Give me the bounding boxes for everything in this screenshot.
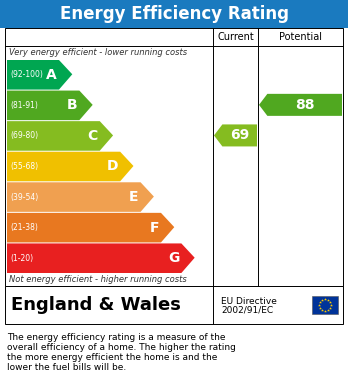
Text: E: E (129, 190, 139, 204)
Text: (1-20): (1-20) (10, 254, 33, 263)
Text: overall efficiency of a home. The higher the rating: overall efficiency of a home. The higher… (7, 343, 236, 352)
Text: 88: 88 (295, 98, 315, 112)
Polygon shape (259, 94, 342, 116)
Polygon shape (7, 182, 154, 212)
Text: lower the fuel bills will be.: lower the fuel bills will be. (7, 363, 126, 372)
Text: G: G (168, 251, 179, 265)
Text: (81-91): (81-91) (10, 101, 38, 110)
Polygon shape (214, 124, 257, 147)
Polygon shape (7, 213, 174, 242)
Text: 2002/91/EC: 2002/91/EC (221, 305, 273, 314)
Bar (312, 296, 338, 314)
Text: (21-38): (21-38) (10, 223, 38, 232)
Polygon shape (7, 91, 93, 120)
Text: Current: Current (217, 32, 254, 42)
Text: Potential: Potential (279, 32, 322, 42)
Text: Energy Efficiency Rating: Energy Efficiency Rating (60, 5, 288, 23)
Text: EU Directive: EU Directive (221, 296, 277, 305)
Polygon shape (7, 152, 134, 181)
Bar (5, 286, 343, 324)
Text: England & Wales: England & Wales (11, 296, 181, 314)
Text: A: A (46, 68, 57, 82)
Text: (55-68): (55-68) (10, 162, 38, 171)
Text: (92-100): (92-100) (10, 70, 43, 79)
Text: (39-54): (39-54) (10, 193, 38, 202)
Text: 69: 69 (230, 128, 249, 142)
Text: the more energy efficient the home is and the: the more energy efficient the home is an… (7, 353, 218, 362)
Polygon shape (7, 121, 113, 151)
Text: (69-80): (69-80) (10, 131, 38, 140)
Bar (5, 28, 343, 286)
Text: D: D (107, 160, 118, 174)
Text: C: C (88, 129, 98, 143)
Text: Not energy efficient - higher running costs: Not energy efficient - higher running co… (9, 275, 187, 284)
Bar (0, 0, 348, 28)
Polygon shape (7, 244, 195, 273)
Text: Very energy efficient - lower running costs: Very energy efficient - lower running co… (9, 48, 187, 57)
Polygon shape (7, 60, 72, 90)
Text: The energy efficiency rating is a measure of the: The energy efficiency rating is a measur… (7, 333, 226, 342)
Text: F: F (150, 221, 159, 235)
Text: B: B (67, 99, 77, 112)
